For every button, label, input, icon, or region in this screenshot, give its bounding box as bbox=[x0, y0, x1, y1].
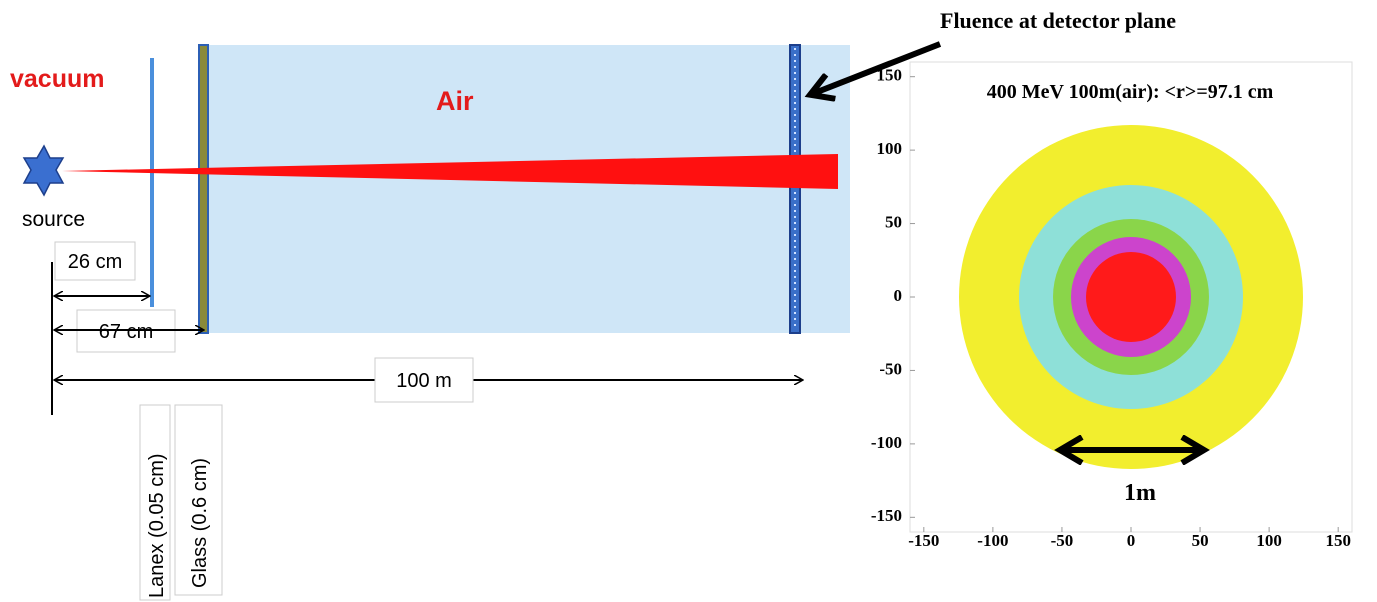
detector bbox=[789, 44, 801, 334]
y-tick-label: 50 bbox=[885, 212, 902, 231]
source-label: source bbox=[22, 208, 85, 231]
label-box bbox=[139, 404, 171, 601]
fluence-ring bbox=[1086, 252, 1176, 342]
label-box bbox=[174, 404, 223, 596]
y-tick-label: 150 bbox=[877, 66, 903, 85]
dim-label: 100 m bbox=[396, 370, 452, 392]
dim-label: 26 cm bbox=[68, 251, 122, 273]
plot-title: Fluence at detector plane bbox=[940, 8, 1176, 33]
scale-bar-label: 1m bbox=[1124, 480, 1156, 506]
x-tick-label: 50 bbox=[1192, 531, 1209, 550]
air-region bbox=[203, 45, 850, 333]
source-star bbox=[22, 144, 65, 197]
y-tick-label: -50 bbox=[879, 359, 902, 378]
y-tick-label: -150 bbox=[871, 506, 902, 525]
air-label: Air bbox=[436, 86, 474, 116]
glass-label: Glass (0.6 cm) bbox=[189, 458, 211, 588]
dim-box bbox=[374, 357, 474, 403]
x-tick-label: -50 bbox=[1051, 531, 1074, 550]
glass bbox=[198, 44, 209, 334]
y-tick-label: 100 bbox=[877, 139, 903, 158]
dim-label: 67 cm bbox=[99, 321, 153, 343]
vacuum-label: vacuum bbox=[10, 65, 104, 93]
x-tick-label: 100 bbox=[1256, 531, 1282, 550]
pointer-arrow bbox=[812, 41, 942, 94]
plot-subtitle: 400 MeV 100m(air): <r>=97.1 cm bbox=[987, 81, 1274, 103]
x-tick-label: 0 bbox=[1127, 531, 1136, 550]
y-tick-label: -100 bbox=[871, 433, 902, 452]
x-tick-label: -100 bbox=[977, 531, 1008, 550]
beam bbox=[62, 154, 838, 189]
x-tick-label: -150 bbox=[908, 531, 939, 550]
y-tick-label: 0 bbox=[894, 286, 903, 305]
x-tick-label: 150 bbox=[1325, 531, 1351, 550]
dim-box bbox=[54, 241, 136, 281]
lanex-label: Lanex (0.05 cm) bbox=[146, 453, 168, 598]
plot: 400 MeV 100m(air): <r>=97.1 cm 1m bbox=[909, 61, 1353, 533]
